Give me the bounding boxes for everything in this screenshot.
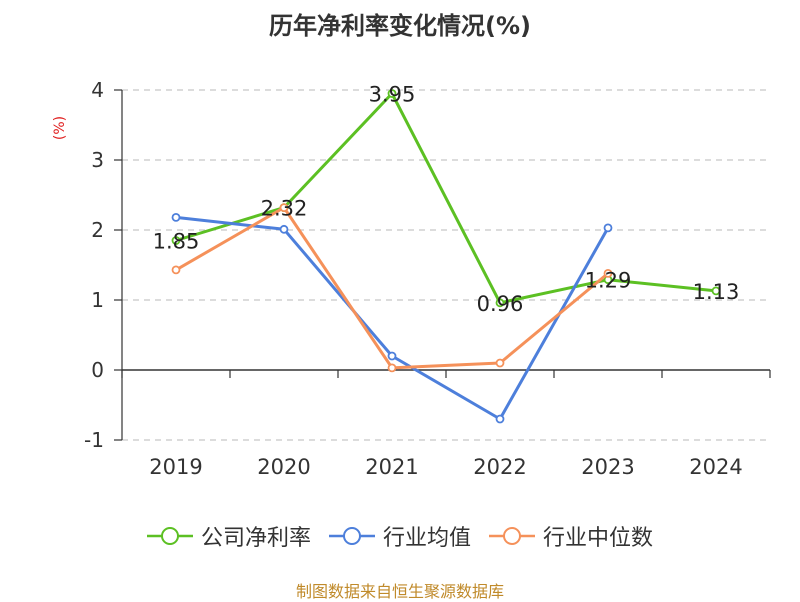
x-tick-label: 2023 <box>581 455 634 479</box>
x-tick-label: 2021 <box>365 455 418 479</box>
series-lines <box>171 89 721 424</box>
data-point <box>603 223 613 233</box>
axes: -1 0 1 2 3 4 (%) 2019 2020 2021 2022 2023 2024 <box>52 78 771 479</box>
data-label: 1.85 <box>153 230 200 254</box>
legend: 公司净利率 行业均值 行业中位数 <box>0 516 800 556</box>
y-tick-label: 4 <box>91 78 104 102</box>
x-tick-label: 2020 <box>257 455 310 479</box>
data-label: 3.95 <box>369 83 416 107</box>
legend-label: 公司净利率 <box>200 526 311 551</box>
data-point <box>387 351 397 361</box>
legend-item[interactable]: 行业中位数 <box>489 520 653 552</box>
legend-item[interactable]: 公司净利率 <box>146 520 311 552</box>
y-tick-label: 0 <box>91 358 104 382</box>
legend-label: 行业中位数 <box>543 526 654 551</box>
data-point <box>495 414 505 424</box>
chart-title: 历年净利率变化情况(%) <box>269 12 531 40</box>
data-point <box>603 268 613 278</box>
data-label: 2.32 <box>261 197 308 221</box>
y-tick-label: -1 <box>84 428 104 452</box>
series-line <box>175 215 610 421</box>
x-tick-label: 2022 <box>473 455 526 479</box>
legend-marker-icon <box>328 527 375 545</box>
legend-marker-icon <box>146 527 193 545</box>
data-label: 1.13 <box>693 280 740 304</box>
y-axis-label: (%) <box>52 116 68 140</box>
legend-marker-icon <box>489 527 535 545</box>
data-label: 0.96 <box>477 292 524 316</box>
data-labels: 1.85 2.32 3.95 0.96 1.29 1.13 <box>153 83 740 316</box>
data-point <box>495 298 505 308</box>
x-tick-label: 2019 <box>149 455 202 479</box>
data-point <box>387 89 397 98</box>
data-point <box>279 224 289 234</box>
data-point <box>279 203 289 213</box>
data-label: 1.29 <box>585 269 632 293</box>
data-point <box>711 286 721 296</box>
legend-label: 行业均值 <box>382 526 471 551</box>
data-point <box>387 363 397 373</box>
y-tick-label: 2 <box>91 218 104 242</box>
x-tick-label: 2024 <box>689 455 742 479</box>
source-note: 制图数据来自恒生聚源数据库 <box>295 582 504 601</box>
legend-item[interactable]: 行业均值 <box>328 520 471 552</box>
data-point <box>171 212 181 222</box>
y-tick-label: 1 <box>91 288 104 312</box>
data-point <box>171 265 181 275</box>
grid-lines <box>122 89 770 441</box>
data-point <box>171 236 181 245</box>
data-point <box>495 358 505 368</box>
series-line <box>175 92 717 305</box>
y-tick-label: 3 <box>91 148 104 172</box>
